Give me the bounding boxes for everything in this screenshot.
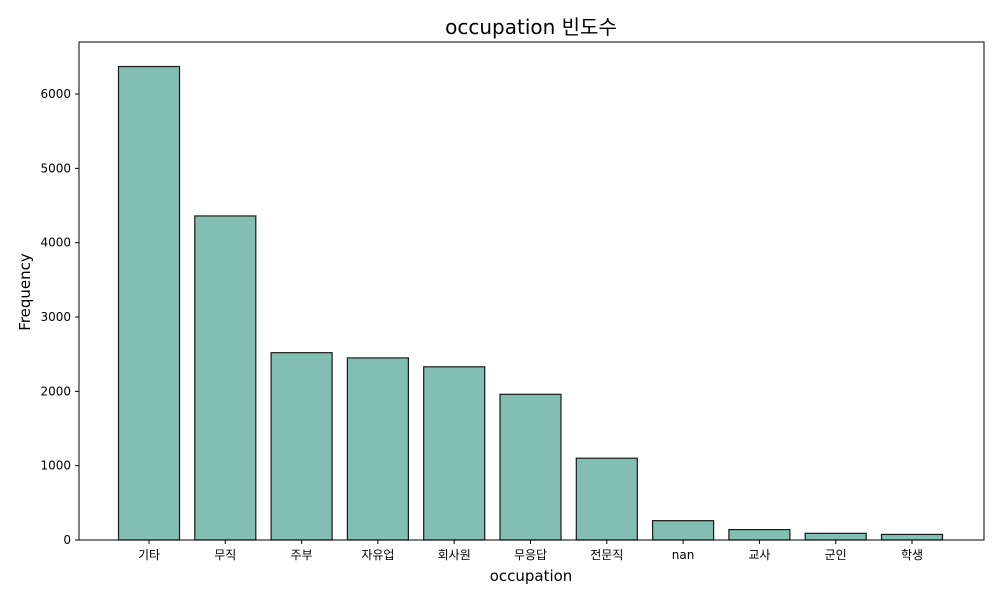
y-tick-label-5: 5000 [40,161,71,175]
bars-group [117,65,944,541]
x-tick-label-5: 무응답 [514,548,547,562]
bar-9 [804,532,867,541]
x-axis-ticks: 기타 무직 주부 자유업 회사원 무응답 전문직 nan 교사 군인 학생 [138,540,923,562]
bar-5 [499,393,562,541]
bar-6 [575,457,638,541]
bar-0 [117,65,181,541]
y-tick-label-0: 0 [63,533,71,547]
y-axis-label: Frequency [16,253,34,331]
bar-10 [880,533,944,541]
y-tick-label-3: 3000 [40,310,71,324]
y-tick-label-1: 1000 [40,459,71,473]
x-tick-label-10: 학생 [901,548,923,562]
bar-4 [423,366,486,541]
x-tick-label-1: 무직 [214,548,236,562]
x-tick-label-0: 기타 [138,548,160,562]
bar-8 [728,528,791,541]
bar-7 [651,520,715,541]
x-tick-label-4: 회사원 [438,548,471,562]
bar-1 [194,215,257,541]
plot-area-frame [78,41,985,541]
x-tick-label-6: 전문직 [590,548,623,562]
x-tick-label-9: 군인 [825,548,847,562]
x-tick-label-2: 주부 [291,548,313,562]
y-tick-label-4: 4000 [40,236,71,250]
x-tick-label-3: 자유업 [361,548,394,562]
y-tick-label-6: 6000 [40,87,71,101]
bar-3 [346,357,409,541]
y-axis-ticks: 0 1000 2000 3000 4000 5000 6000 [40,87,79,547]
x-axis-label: occupation [490,567,573,585]
x-tick-label-7: nan [672,548,695,562]
y-tick-label-2: 2000 [40,384,71,398]
bar-2 [270,352,333,541]
x-tick-label-8: 교사 [748,548,770,562]
chart-title: occupation 빈도수 [445,15,617,39]
